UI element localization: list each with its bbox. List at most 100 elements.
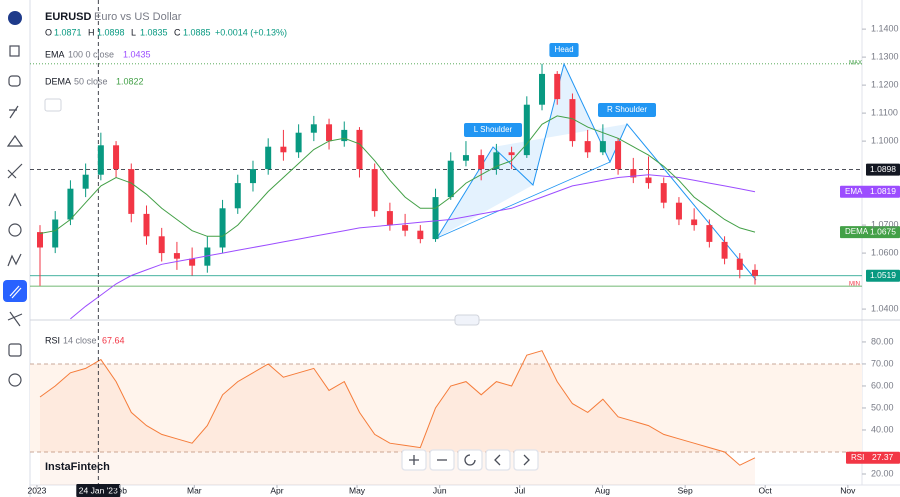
candle-body bbox=[660, 183, 667, 203]
annotation: R Shoulder bbox=[607, 105, 647, 114]
candle-body bbox=[310, 124, 317, 133]
tool-icon[interactable] bbox=[8, 192, 22, 207]
candle-body bbox=[721, 241, 728, 259]
candle-body bbox=[143, 213, 150, 237]
rsi-tick-label: 60.00 bbox=[871, 380, 894, 390]
candle-body bbox=[295, 132, 302, 153]
price-tag-name: EMA bbox=[845, 187, 863, 196]
price-tag-value: 1.0819 bbox=[870, 186, 896, 196]
scroll-left[interactable] bbox=[485, 449, 511, 471]
ohlc-value: 1.0898 bbox=[97, 27, 125, 37]
candle-body bbox=[615, 141, 622, 170]
candle-body bbox=[630, 169, 637, 178]
candle-body bbox=[67, 188, 74, 220]
candle-body bbox=[219, 208, 226, 248]
candle-body bbox=[97, 145, 104, 175]
candle-body bbox=[599, 141, 606, 153]
legend-params: 50 close bbox=[74, 76, 108, 86]
y-tick-label: 1.1000 bbox=[871, 135, 899, 145]
max-label: MAX bbox=[849, 60, 862, 66]
tool-icon bbox=[9, 285, 22, 299]
tool-icon[interactable] bbox=[9, 45, 20, 57]
candle-body bbox=[462, 155, 469, 161]
rsi-line bbox=[39, 350, 756, 466]
rsi-tick-label: 70.00 bbox=[871, 358, 894, 368]
candle-body bbox=[158, 236, 165, 254]
rsi-tick-label: 80.00 bbox=[871, 336, 894, 346]
indicator-line bbox=[70, 174, 756, 320]
neckline bbox=[436, 161, 611, 239]
candle-body bbox=[675, 202, 682, 220]
annotation-box bbox=[598, 103, 656, 117]
candle-body bbox=[189, 258, 196, 266]
y-tick-label: 1.1200 bbox=[871, 79, 899, 89]
legend-params: 14 close bbox=[63, 335, 97, 345]
tool-icon[interactable] bbox=[7, 253, 22, 267]
x-tick-label: Jul bbox=[514, 485, 525, 495]
ohlc-change: +0.0014 (+0.13%) bbox=[215, 27, 287, 37]
legend-name: DEMA bbox=[45, 76, 71, 86]
ohlc-value: 1.0885 bbox=[183, 27, 211, 37]
tool-icon[interactable] bbox=[6, 134, 24, 147]
pattern-fill bbox=[437, 147, 533, 238]
y-tick-label: 1.0400 bbox=[871, 303, 899, 313]
y-tick-label: 1.1300 bbox=[871, 51, 899, 61]
left-toolbar bbox=[3, 0, 31, 497]
symbol: EURUSD bbox=[45, 11, 92, 23]
x-tick-label: May bbox=[349, 485, 366, 495]
tool-icon[interactable] bbox=[7, 163, 23, 179]
candle-body bbox=[82, 174, 89, 189]
rsi-tag-name: RSI bbox=[851, 453, 864, 462]
candle-body bbox=[402, 225, 409, 231]
x-tick-label: Aug bbox=[595, 485, 610, 495]
y-tick-label: 1.0600 bbox=[871, 247, 899, 257]
x-tick-label: Jun bbox=[433, 485, 447, 495]
candle-body bbox=[341, 129, 348, 142]
price-tag-value: 1.0675 bbox=[870, 226, 896, 236]
collapse-button[interactable] bbox=[44, 98, 62, 112]
price-tag bbox=[840, 185, 900, 198]
tool-icon[interactable] bbox=[8, 75, 21, 87]
ohlc-value: 1.0871 bbox=[54, 27, 82, 37]
candle-body bbox=[417, 230, 424, 240]
reset[interactable] bbox=[457, 449, 483, 471]
brand: InstaFintech bbox=[45, 461, 110, 473]
y-tick-label: 1.1100 bbox=[871, 107, 898, 117]
candle-body bbox=[173, 253, 180, 259]
candle-body bbox=[447, 160, 454, 198]
rsi-tick-label: 50.00 bbox=[871, 402, 894, 412]
candle-body bbox=[356, 129, 363, 170]
tool-icon[interactable] bbox=[9, 105, 19, 119]
tool-icon[interactable] bbox=[8, 343, 22, 357]
candle-body bbox=[493, 152, 500, 170]
pattern-line bbox=[436, 62, 757, 281]
rsi-tick-label: 20.00 bbox=[871, 468, 894, 478]
flag-icon[interactable] bbox=[8, 11, 22, 25]
price-tag-value: 1.0519 bbox=[870, 270, 896, 280]
ohlc-key: L bbox=[131, 27, 136, 37]
tool-icon[interactable] bbox=[8, 223, 22, 237]
scroll-right[interactable] bbox=[513, 449, 539, 471]
price-tag bbox=[866, 269, 900, 282]
candle-body bbox=[478, 155, 485, 170]
y-tick-label: 1.0700 bbox=[871, 219, 899, 229]
legend-value: 1.0435 bbox=[123, 49, 151, 59]
ohlc-legend: O 1.0871 H 1.0898 L 1.0835 C 1.0885 +0.0014 (+0.… bbox=[45, 27, 287, 37]
candle-body bbox=[280, 146, 287, 153]
candle-body bbox=[523, 104, 530, 156]
legend-value: 1.0822 bbox=[116, 76, 144, 86]
rsi-band bbox=[30, 363, 862, 452]
pane-handle[interactable] bbox=[454, 314, 480, 326]
indicator-line bbox=[39, 115, 756, 237]
crosshair-date: 24 Jan '23 bbox=[79, 485, 118, 495]
candle-body bbox=[569, 99, 576, 142]
tool-icon[interactable] bbox=[8, 373, 22, 387]
candle-body bbox=[371, 169, 378, 212]
candle-body bbox=[645, 177, 652, 184]
annotation: L Shoulder bbox=[474, 125, 513, 134]
price-tag-value: 1.0898 bbox=[870, 164, 896, 174]
rsi-tag-value: 27.37 bbox=[872, 452, 894, 462]
tool-icon[interactable] bbox=[7, 311, 23, 327]
x-tick-label: Feb bbox=[112, 485, 127, 495]
